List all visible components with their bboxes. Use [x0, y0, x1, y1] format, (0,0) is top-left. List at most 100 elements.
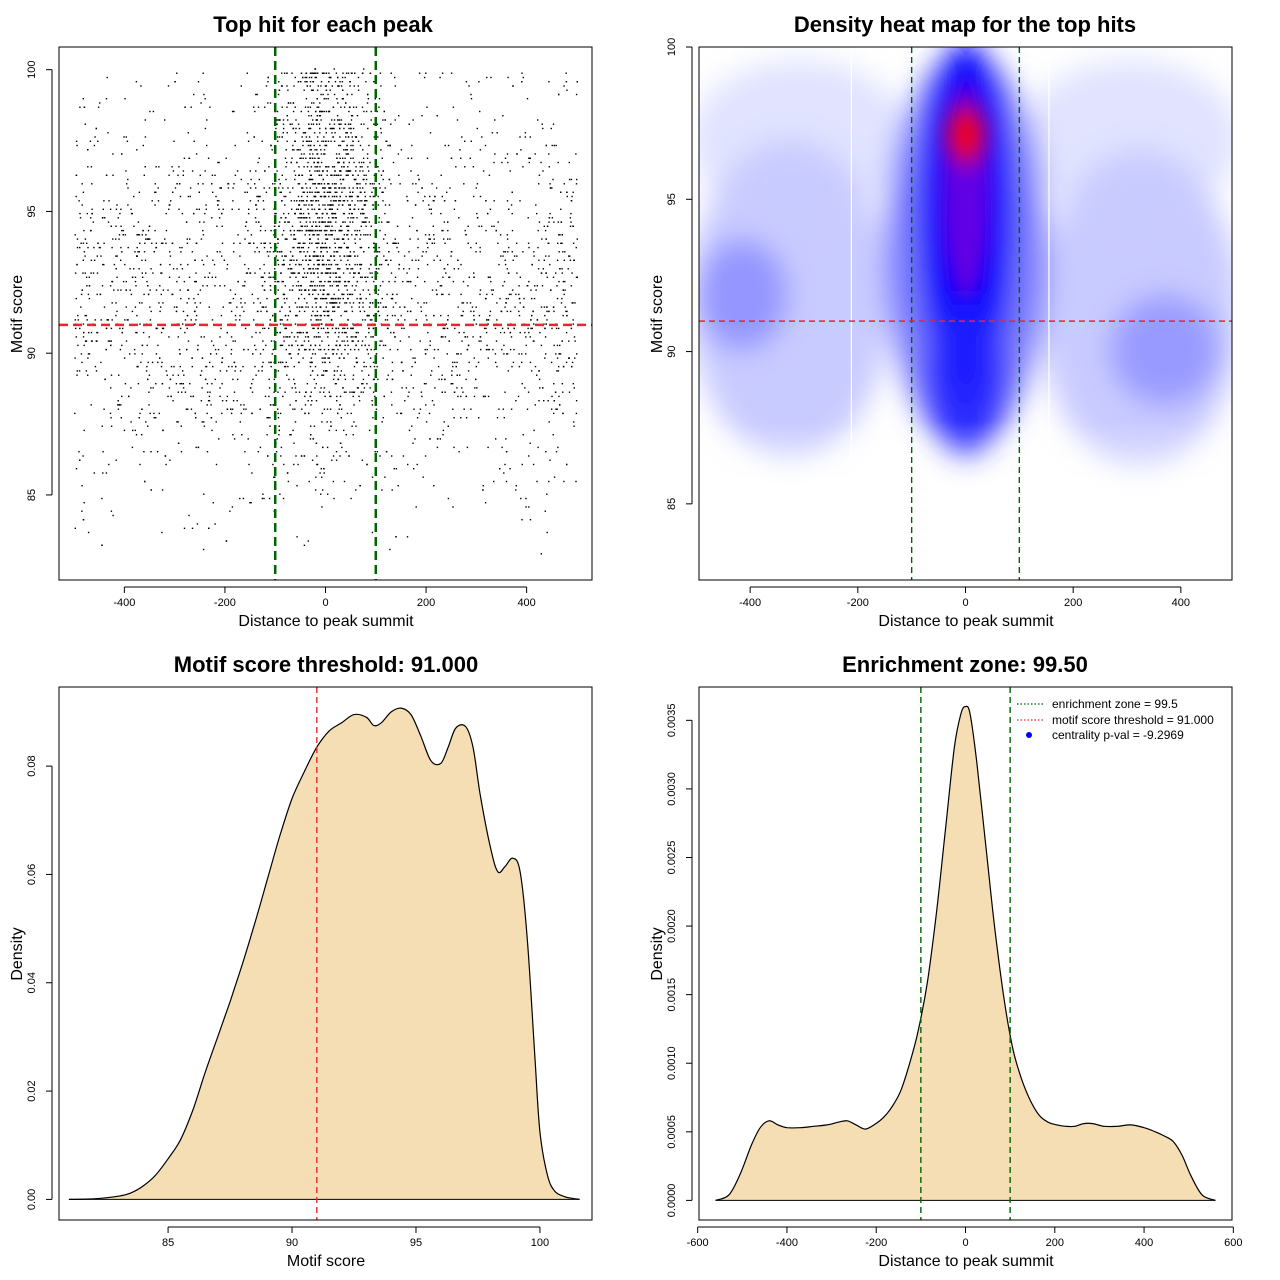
- scatter-point: [216, 200, 219, 202]
- scatter-point: [524, 132, 527, 134]
- scatter-point: [417, 174, 419, 176]
- scatter-point: [76, 263, 78, 266]
- scatter-point: [187, 132, 189, 134]
- scatter-point: [336, 98, 338, 100]
- scatter-point: [465, 378, 467, 381]
- scatter-point: [119, 327, 121, 330]
- scatter-point: [211, 319, 214, 321]
- scatter-point: [319, 280, 321, 283]
- scatter-point: [333, 259, 336, 261]
- scatter-point: [185, 221, 188, 223]
- scatter-point: [197, 293, 199, 296]
- scatter-point: [313, 102, 315, 104]
- scatter-point: [249, 170, 251, 172]
- scatter-point: [318, 183, 320, 185]
- scatter-point: [364, 217, 366, 219]
- scatter-point: [160, 331, 163, 334]
- scatter-point: [243, 404, 245, 406]
- scatter-point: [311, 204, 313, 206]
- scatter-point: [215, 353, 218, 355]
- scatter-point: [340, 85, 343, 87]
- scatter-point: [308, 229, 310, 232]
- scatter-point: [259, 353, 262, 355]
- scatter-point: [315, 242, 317, 244]
- scatter-point: [336, 191, 338, 193]
- scatter-point: [364, 204, 367, 206]
- scatter-point: [356, 234, 358, 236]
- scatter-point: [568, 391, 571, 393]
- scatter-point: [144, 119, 146, 121]
- scatter-point: [535, 204, 537, 206]
- scatter-point: [566, 195, 568, 198]
- scatter-point: [328, 314, 330, 317]
- scatter-point: [406, 195, 408, 198]
- scatter-point: [343, 331, 346, 334]
- scatter-point: [334, 272, 337, 274]
- scatter-point: [283, 463, 285, 466]
- scatter-point: [161, 361, 163, 364]
- scatter-point: [357, 340, 359, 342]
- scatter-point: [302, 344, 304, 347]
- scatter-point: [571, 361, 574, 364]
- scatter-point: [370, 225, 372, 227]
- scatter-point: [512, 289, 514, 291]
- scatter-point: [335, 297, 337, 300]
- scatter-point: [361, 212, 364, 215]
- scatter-point: [460, 293, 462, 296]
- scatter-point: [290, 268, 293, 270]
- scatter-point: [336, 353, 338, 355]
- scatter-point: [518, 285, 520, 287]
- scatter-point: [130, 421, 132, 423]
- scatter-point: [517, 395, 520, 398]
- scatter-point: [309, 438, 312, 440]
- scatter-point: [331, 348, 334, 351]
- scatter-point: [412, 442, 414, 444]
- scatter-point: [268, 361, 270, 364]
- scatter-point: [133, 268, 135, 270]
- scatter-point: [557, 161, 559, 164]
- scatter-point: [562, 289, 564, 291]
- scatter-point: [312, 280, 314, 283]
- scatter-point: [301, 200, 303, 202]
- scatter-point: [322, 310, 325, 313]
- scatter-point: [414, 361, 416, 364]
- scatter-point: [305, 221, 308, 223]
- scatter-point: [347, 174, 349, 176]
- scatter-point: [416, 417, 419, 419]
- scatter-point: [279, 331, 281, 334]
- scatter-point: [326, 191, 329, 193]
- scatter-point: [400, 361, 403, 364]
- scatter-point: [553, 144, 555, 147]
- scatter-point: [214, 285, 216, 287]
- scatter-point: [316, 191, 318, 193]
- scatter-point: [362, 306, 364, 308]
- scatter-point: [297, 81, 300, 83]
- scatter-point: [355, 489, 357, 491]
- scatter-point: [458, 451, 460, 453]
- scatter-point: [201, 387, 203, 389]
- scatter-point: [316, 374, 319, 376]
- scatter-point: [510, 293, 512, 296]
- scatter-point: [556, 370, 558, 372]
- scatter-point: [506, 238, 509, 240]
- distance-density-x-tick-label: -200: [865, 1237, 887, 1249]
- scatter-point: [136, 246, 138, 249]
- scatter-point: [305, 140, 308, 142]
- scatter-point: [326, 302, 328, 304]
- scatter-point: [329, 408, 332, 410]
- scatter-point: [155, 191, 157, 193]
- scatter-point: [425, 302, 428, 304]
- scatter-point: [363, 387, 366, 389]
- scatter-point: [457, 395, 459, 398]
- scatter-point: [269, 425, 271, 427]
- scatter-point: [287, 187, 289, 189]
- scatter-point: [339, 302, 341, 304]
- score-density-plot: [68, 687, 580, 1220]
- scatter-point: [331, 183, 334, 185]
- scatter-point: [324, 225, 327, 227]
- scatter-point: [120, 259, 122, 261]
- score-density-y-tick-label: 0.08: [26, 755, 38, 776]
- scatter-point: [121, 229, 123, 232]
- scatter-point: [313, 208, 316, 210]
- scatter-point: [190, 408, 193, 410]
